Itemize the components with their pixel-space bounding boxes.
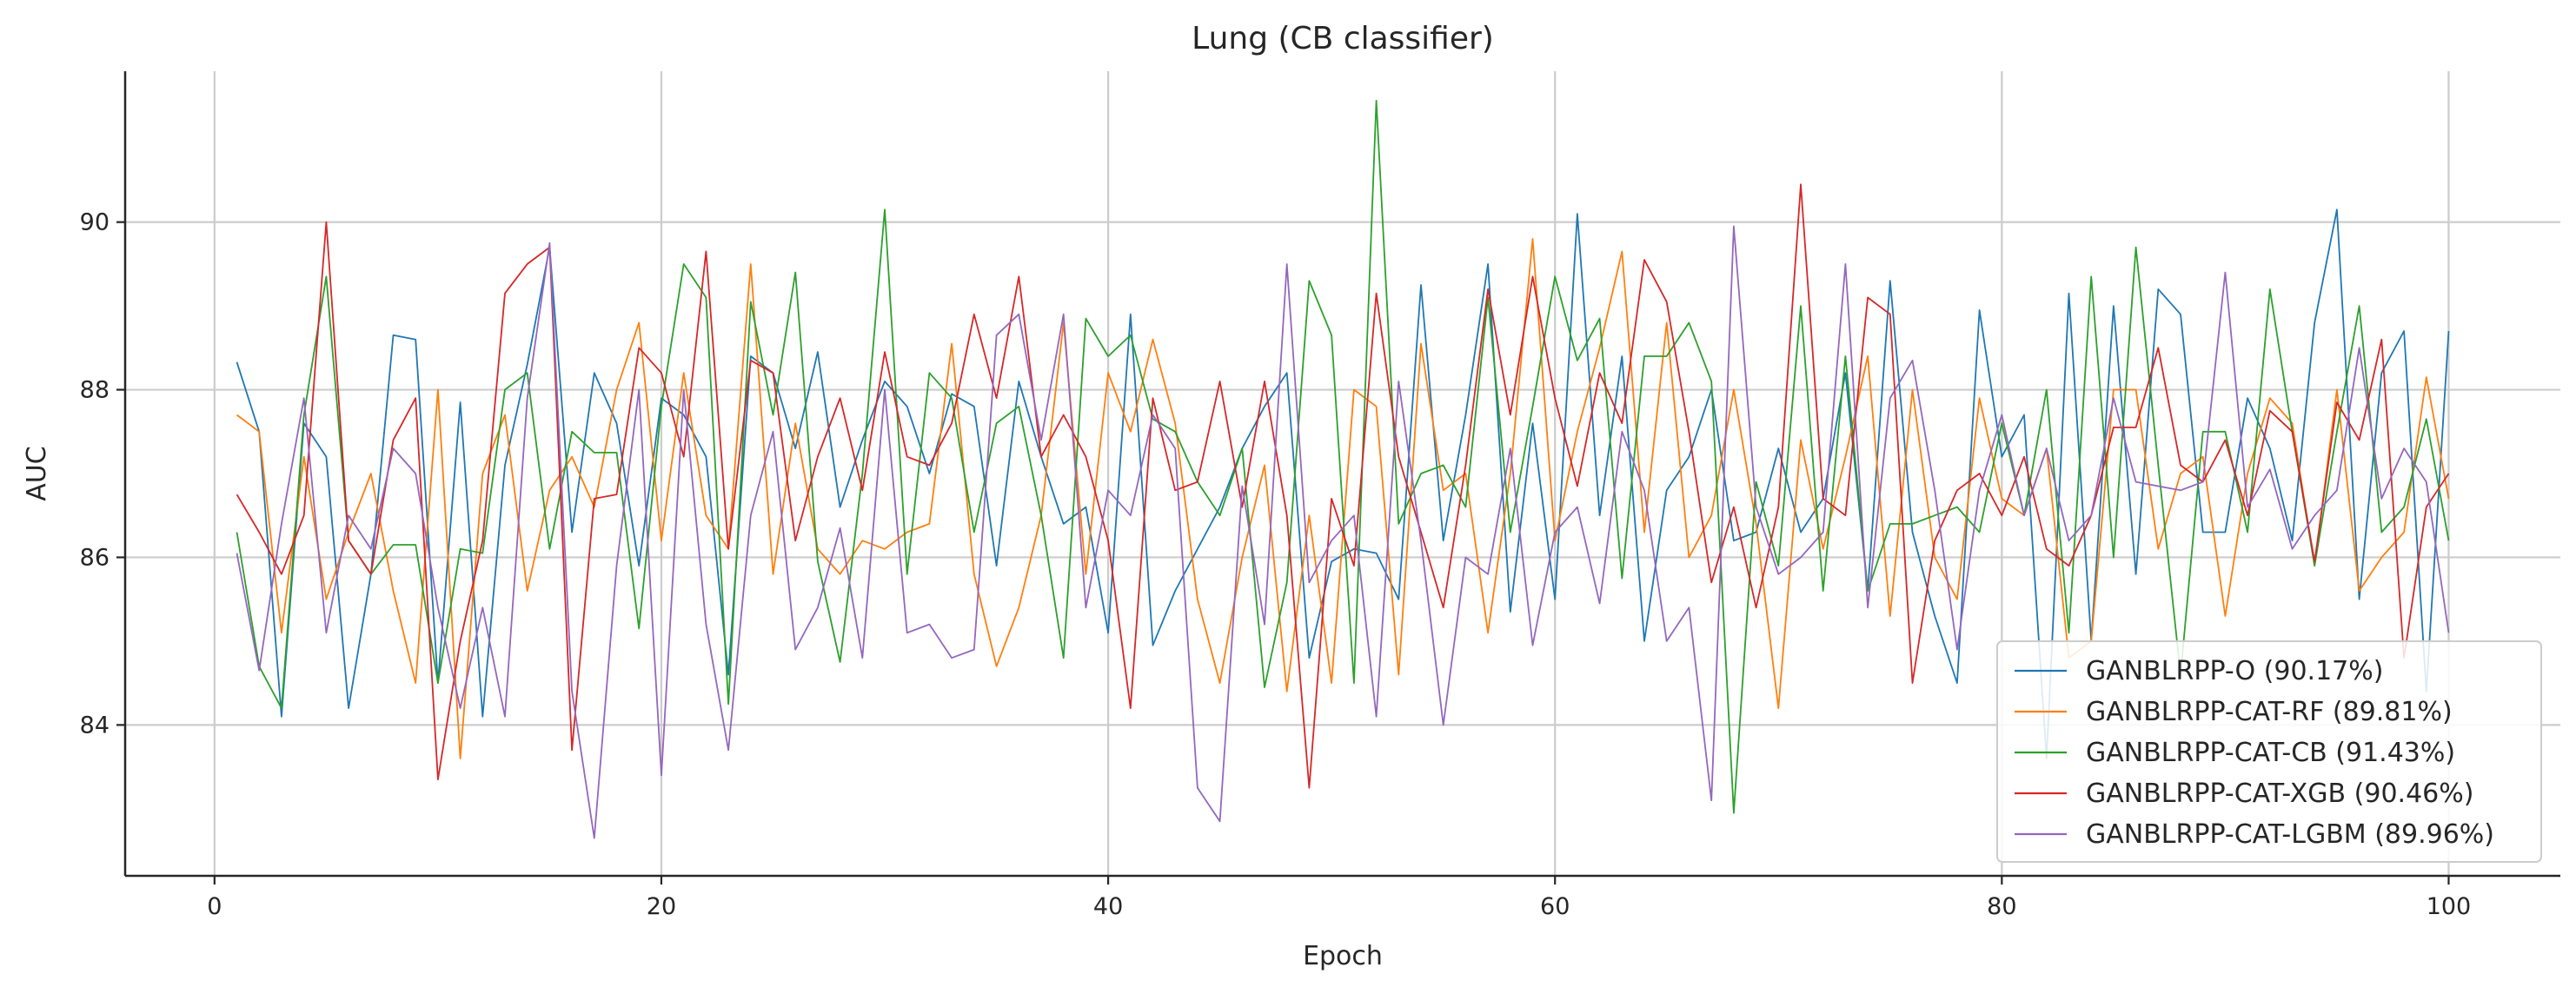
x-tick-label: 40: [1093, 893, 1123, 920]
y-tick-label: 90: [80, 209, 110, 236]
x-tick-label: 20: [647, 893, 676, 920]
y-tick-label: 88: [80, 377, 110, 404]
series-line-3: [236, 99, 2450, 814]
x-tick-label: 60: [1540, 893, 1570, 920]
y-tick-label: 86: [80, 544, 110, 571]
x-tick-label: 0: [207, 893, 222, 920]
y-axis-label: AUC: [22, 446, 52, 500]
x-ticks: 0 20 40 60 80 100: [207, 876, 2471, 920]
series-line-4: [236, 183, 2450, 789]
x-tick-label: 80: [1987, 893, 2016, 920]
legend-label-2: GANBLRPP-CAT-RF (89.81%): [2086, 697, 2453, 727]
y-tick-label: 84: [80, 712, 110, 739]
x-tick-label: 100: [2427, 893, 2472, 920]
x-axis-label: Epoch: [1303, 941, 1383, 971]
axes: [123, 71, 2560, 878]
legend: GANBLRPP-O (90.17%) GANBLRPP-CAT-RF (89.8…: [1996, 640, 2542, 863]
legend-label-5: GANBLRPP-CAT-LGBM (89.96%): [2086, 819, 2494, 850]
series-line-1: [236, 209, 2450, 759]
legend-label-1: GANBLRPP-O (90.17%): [2086, 656, 2383, 686]
y-ticks: 84 86 88 90: [80, 209, 125, 739]
chart-title: Lung (CB classifier): [1192, 21, 1494, 56]
legend-box: [1996, 640, 2542, 863]
series-line-5: [236, 225, 2450, 839]
legend-label-4: GANBLRPP-CAT-XGB (90.46%): [2086, 779, 2473, 809]
legend-label-3: GANBLRPP-CAT-CB (91.43%): [2086, 738, 2455, 768]
